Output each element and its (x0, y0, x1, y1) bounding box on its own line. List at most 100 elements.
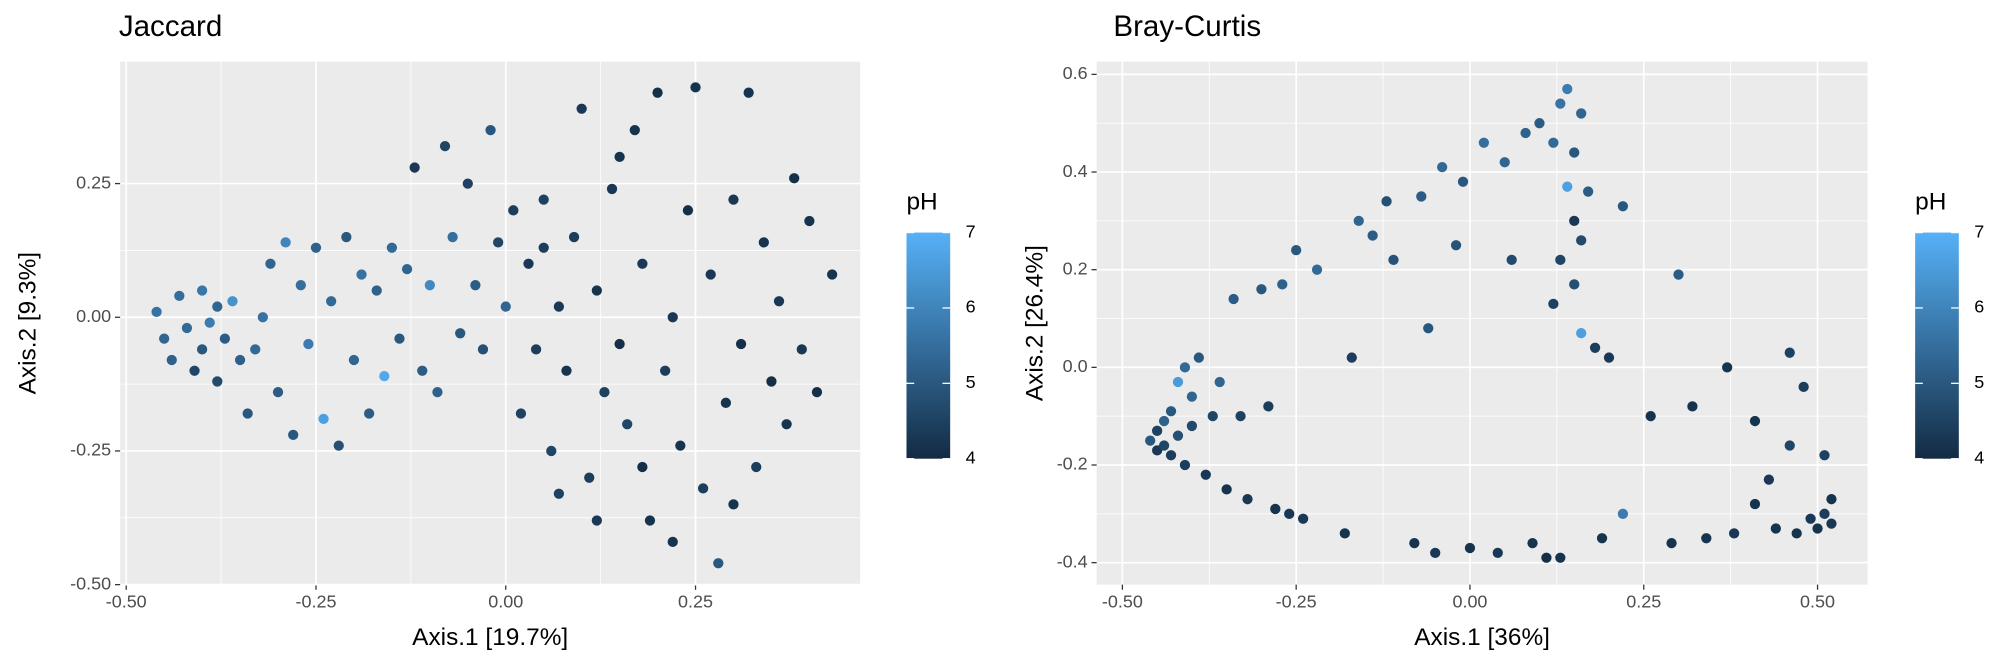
point (432, 386, 443, 398)
legend-label: 5 (966, 372, 976, 392)
x-tick-label: -0.25 (295, 591, 336, 611)
point (250, 344, 261, 355)
x-tick-label: 0.00 (1452, 591, 1487, 611)
point (1172, 430, 1184, 441)
point (1186, 391, 1198, 402)
point (789, 173, 800, 184)
point (1666, 537, 1677, 549)
point (1228, 293, 1239, 305)
y-axis-title: Axis.2 [9.3%] (14, 252, 41, 394)
point (1437, 162, 1448, 173)
y-tick-label: 0.00 (76, 306, 111, 326)
point (773, 296, 785, 307)
point (1784, 440, 1795, 451)
point (1158, 440, 1170, 451)
point (326, 296, 337, 307)
point (1207, 411, 1218, 422)
point (1527, 537, 1538, 549)
point (1499, 157, 1510, 168)
point (1367, 230, 1378, 241)
point (1214, 376, 1225, 388)
y-tick-label: 0.2 (1063, 258, 1088, 278)
point (1221, 484, 1232, 495)
point (1569, 215, 1580, 226)
point (212, 301, 223, 312)
point (1277, 279, 1288, 290)
point (1617, 201, 1629, 212)
legend-label: 7 (1974, 221, 1984, 241)
point (827, 269, 838, 280)
point (1596, 533, 1608, 544)
point (515, 408, 527, 419)
point (591, 515, 602, 526)
point (439, 141, 451, 152)
point (1576, 108, 1587, 119)
point (530, 344, 542, 355)
point (1165, 450, 1177, 461)
point (1784, 347, 1795, 358)
point (318, 413, 329, 425)
point (667, 536, 678, 547)
x-axis-title: Axis.1 [19.7%] (412, 624, 568, 651)
legend-label: 5 (1974, 372, 1984, 392)
point (181, 322, 193, 334)
point (1464, 542, 1476, 554)
point (1819, 508, 1830, 519)
point (310, 242, 322, 253)
point (493, 237, 504, 248)
point (1562, 83, 1573, 95)
y-tick-label: -0.50 (70, 573, 111, 593)
point (637, 258, 648, 269)
point (1297, 513, 1309, 524)
point (204, 317, 215, 328)
point (584, 472, 595, 483)
point (1687, 401, 1698, 412)
point (1722, 362, 1733, 373)
point (159, 333, 170, 344)
point (637, 461, 648, 473)
point (166, 354, 177, 366)
point (606, 183, 618, 195)
point (591, 285, 602, 296)
point (553, 301, 565, 312)
y-tick-label: -0.4 (1057, 551, 1088, 571)
y-tick-label: -0.2 (1057, 454, 1088, 474)
point (568, 231, 580, 243)
point (1826, 518, 1837, 529)
point (1541, 552, 1552, 563)
point (766, 376, 777, 387)
legend-label: 6 (966, 297, 976, 317)
point (1576, 328, 1587, 339)
point (1242, 494, 1253, 505)
point (424, 280, 435, 291)
point (713, 558, 724, 569)
point (1569, 147, 1580, 158)
point (500, 301, 511, 312)
point (341, 231, 352, 243)
point (455, 328, 466, 339)
point (1645, 411, 1656, 422)
point (538, 194, 549, 205)
point (1826, 494, 1837, 505)
point (1256, 284, 1267, 295)
point (462, 178, 473, 189)
point (1728, 528, 1740, 539)
y-axis-title: Axis.2 [26.4%] (1022, 245, 1049, 401)
point (1346, 352, 1357, 363)
point (720, 397, 732, 408)
point (1506, 254, 1517, 266)
x-tick-label: 0.25 (1626, 591, 1661, 611)
point (1270, 503, 1281, 515)
x-tick-label: 0.00 (488, 591, 523, 611)
point (1151, 425, 1163, 436)
legend-label: 7 (966, 221, 976, 241)
point (576, 103, 587, 114)
point (1548, 137, 1559, 148)
point (196, 344, 208, 355)
point (538, 242, 549, 253)
point (151, 306, 162, 318)
colorbar (906, 232, 951, 459)
point (219, 333, 231, 344)
point (697, 483, 709, 494)
point (781, 419, 792, 430)
